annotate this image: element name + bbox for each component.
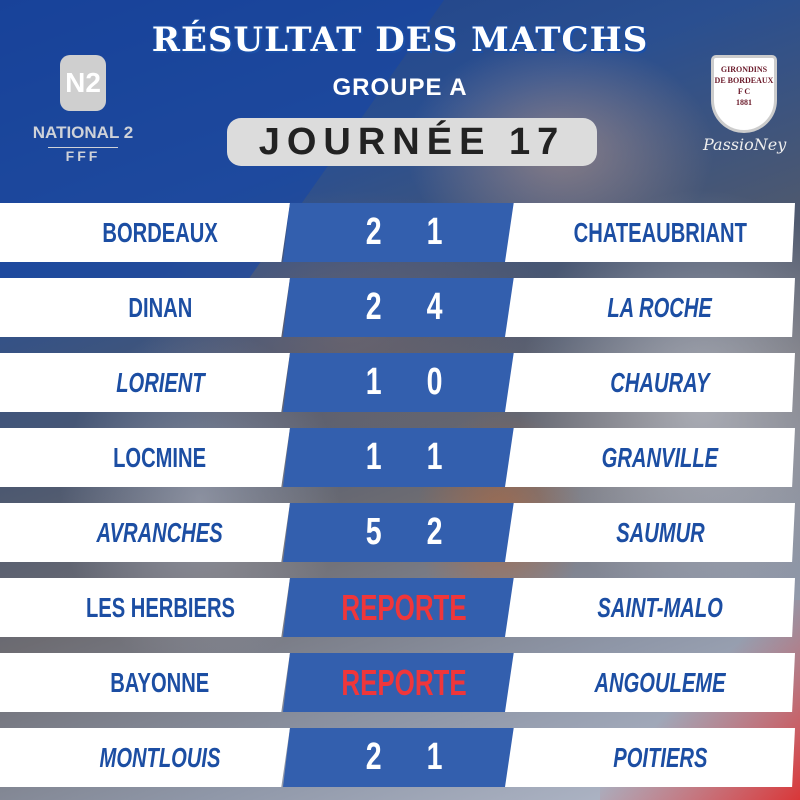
away-team: CHAURAY: [610, 366, 710, 398]
score-panel: 2 1: [283, 728, 515, 787]
match-row: LES HERBIERS REPORTE SAINT-MALO: [0, 578, 800, 637]
away-score: 1: [426, 211, 443, 253]
crest-initials: F C: [737, 87, 751, 96]
home-score: 2: [365, 736, 382, 778]
away-team: ANGOULEME: [594, 666, 726, 698]
away-panel: LA ROCHE: [505, 278, 795, 337]
score: 1 0: [366, 361, 443, 404]
home-panel: LOCMINE: [0, 428, 290, 487]
away-score: 0: [426, 361, 443, 403]
score: 1 1: [366, 436, 443, 479]
away-score: 2: [426, 511, 443, 553]
home-team: BAYONNE: [110, 666, 210, 698]
home-score: 1: [365, 436, 382, 478]
club-crest: GIRONDINS DE BORDEAUX F C 1881: [711, 55, 777, 133]
home-panel: BORDEAUX: [0, 203, 290, 262]
home-panel: DINAN: [0, 278, 290, 337]
postponed-label: REPORTE: [341, 661, 467, 703]
match-row: LORIENT 1 0 CHAURAY: [0, 353, 800, 412]
page-title: RÉSULTAT DES MATCHS: [151, 20, 649, 60]
away-team: LA ROCHE: [607, 291, 713, 323]
group-label: GROUPE A: [332, 74, 468, 101]
score: 5 2: [366, 511, 443, 554]
score: 2 1: [366, 211, 443, 254]
home-team: MONTLOUIS: [99, 741, 221, 773]
away-score: 1: [426, 736, 443, 778]
postponed-label: REPORTE: [341, 586, 467, 628]
signature: PassioNey: [703, 135, 787, 154]
home-team: LOCMINE: [113, 441, 207, 473]
away-team: POITIERS: [612, 741, 708, 773]
match-row: BORDEAUX 2 1 CHATEAUBRIANT: [0, 203, 800, 262]
away-panel: POITIERS: [505, 728, 795, 787]
score-panel: 2 1: [283, 203, 515, 262]
home-panel: LORIENT: [0, 353, 290, 412]
score-panel: 1 0: [283, 353, 515, 412]
away-score: 4: [426, 286, 443, 328]
match-row: DINAN 2 4 LA ROCHE: [0, 278, 800, 337]
girondins-logo: GIRONDINS DE BORDEAUX F C 1881 PassioNey: [703, 55, 787, 165]
match-row: BAYONNE REPORTE ANGOULEME: [0, 653, 800, 712]
national2-logo: N2 NATIONAL 2 FFF: [18, 55, 148, 175]
federation-name: FFF: [48, 147, 118, 164]
away-panel: CHATEAUBRIANT: [505, 203, 795, 262]
home-score: 5: [365, 511, 382, 553]
home-score: 1: [365, 361, 382, 403]
score: 2 1: [366, 736, 443, 779]
away-team: CHATEAUBRIANT: [573, 216, 747, 248]
matchday-label: JOURNÉE 17: [227, 118, 597, 166]
home-panel: AVRANCHES: [0, 503, 290, 562]
home-team: LES HERBIERS: [85, 591, 235, 623]
home-panel: MONTLOUIS: [0, 728, 290, 787]
home-score: 2: [365, 211, 382, 253]
away-team: SAUMUR: [615, 516, 705, 548]
score-panel: 2 4: [283, 278, 515, 337]
away-team: GRANVILLE: [601, 441, 719, 473]
home-team: DINAN: [128, 291, 192, 323]
crest-line2: DE BORDEAUX: [714, 76, 774, 85]
score-panel: REPORTE: [283, 578, 515, 637]
score-panel: REPORTE: [283, 653, 515, 712]
match-row: MONTLOUIS 2 1 POITIERS: [0, 728, 800, 787]
home-score: 2: [365, 286, 382, 328]
home-panel: BAYONNE: [0, 653, 290, 712]
away-panel: ANGOULEME: [505, 653, 795, 712]
league-name: NATIONAL 2: [32, 123, 134, 142]
crest-year: 1881: [736, 98, 752, 107]
away-panel: SAUMUR: [505, 503, 795, 562]
away-score: 1: [426, 436, 443, 478]
match-row: AVRANCHES 5 2 SAUMUR: [0, 503, 800, 562]
score-panel: 1 1: [283, 428, 515, 487]
away-panel: SAINT-MALO: [505, 578, 795, 637]
away-team: SAINT-MALO: [597, 591, 723, 623]
home-panel: LES HERBIERS: [0, 578, 290, 637]
home-team: BORDEAUX: [102, 216, 218, 248]
score: 2 4: [366, 286, 443, 329]
score-panel: 5 2: [283, 503, 515, 562]
away-panel: GRANVILLE: [505, 428, 795, 487]
home-team: AVRANCHES: [96, 516, 224, 548]
home-team: LORIENT: [115, 366, 205, 398]
match-row: LOCMINE 1 1 GRANVILLE: [0, 428, 800, 487]
away-panel: CHAURAY: [505, 353, 795, 412]
n2-badge: N2: [60, 55, 106, 111]
crest-line1: GIRONDINS: [720, 65, 768, 74]
